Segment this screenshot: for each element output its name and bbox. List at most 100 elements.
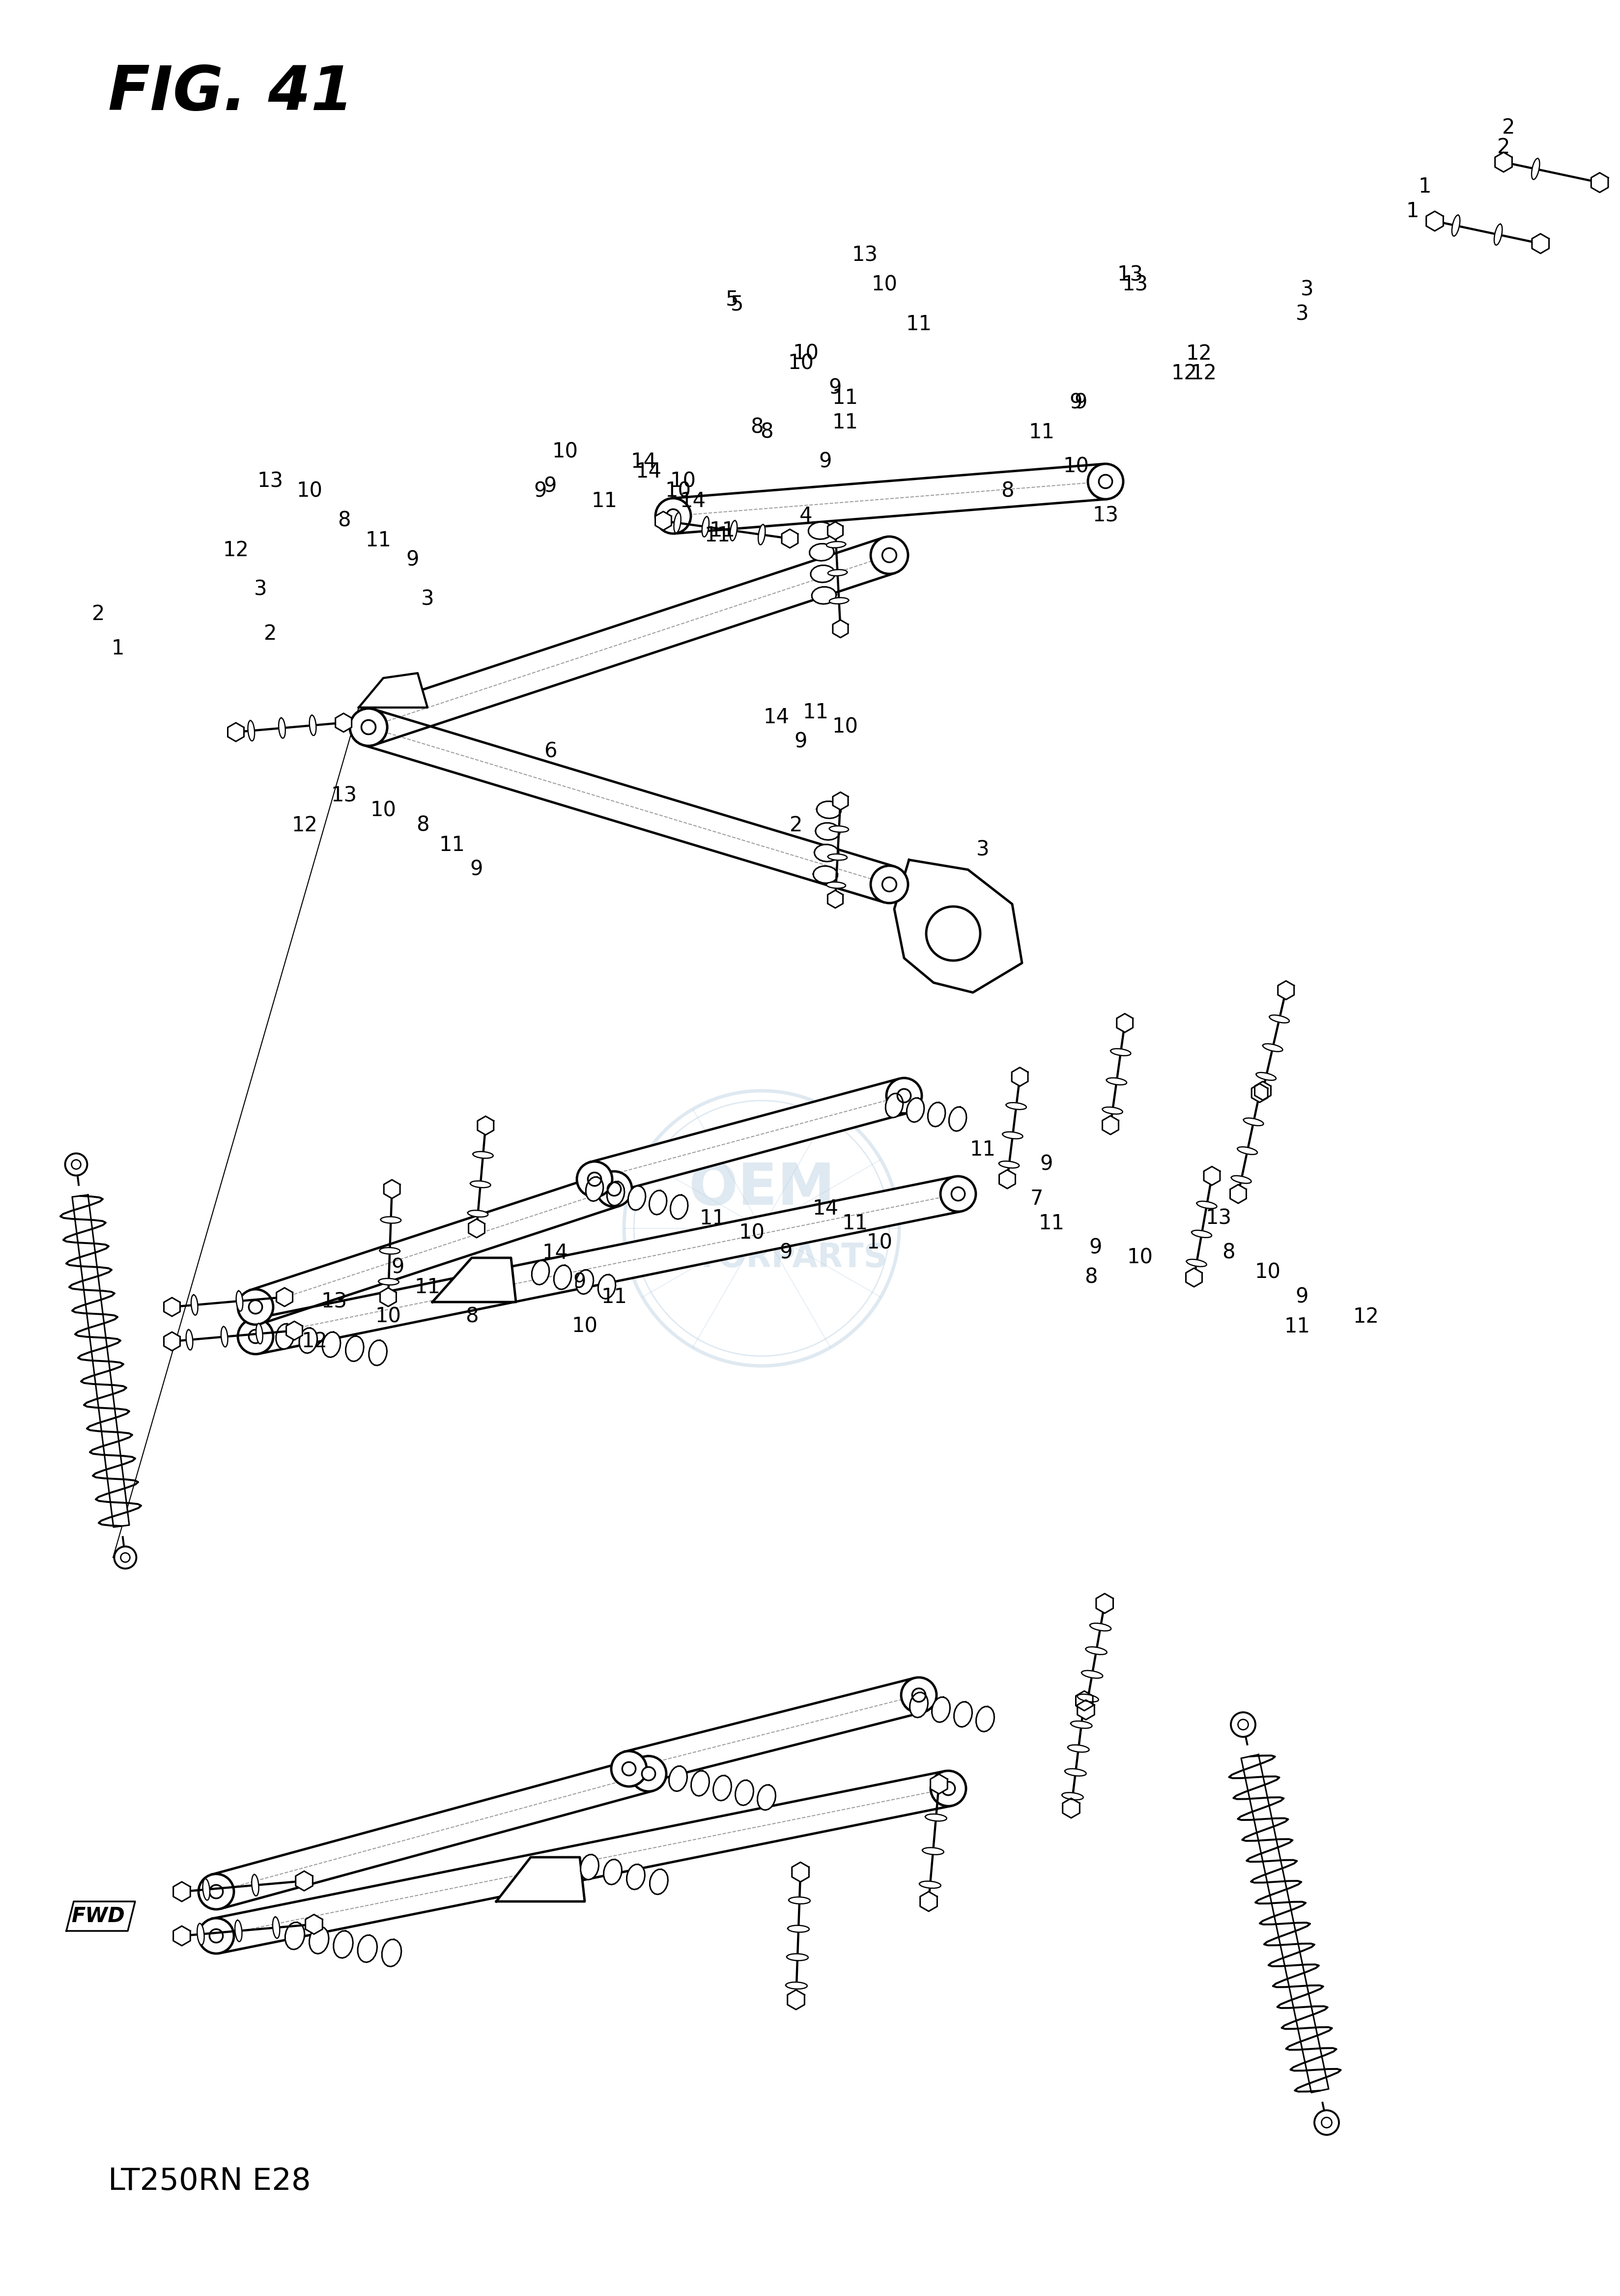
Text: 13: 13 — [1092, 505, 1118, 526]
Text: 10: 10 — [1254, 1263, 1281, 1283]
Text: 11: 11 — [970, 1139, 996, 1159]
Text: 10: 10 — [552, 441, 578, 461]
Text: 11: 11 — [601, 1286, 627, 1306]
Polygon shape — [886, 1093, 902, 1118]
Polygon shape — [1452, 216, 1460, 236]
Polygon shape — [1186, 1258, 1207, 1267]
Text: 5: 5 — [731, 294, 744, 315]
Polygon shape — [1270, 1015, 1290, 1022]
Polygon shape — [590, 1079, 909, 1196]
Polygon shape — [381, 1288, 397, 1306]
Circle shape — [115, 1548, 136, 1568]
Text: 13: 13 — [852, 246, 878, 266]
Text: 11: 11 — [710, 521, 735, 542]
Polygon shape — [810, 565, 834, 583]
Polygon shape — [598, 1274, 616, 1300]
Polygon shape — [1085, 1646, 1106, 1655]
Text: 14: 14 — [813, 1199, 839, 1219]
Polygon shape — [1077, 1694, 1098, 1701]
Polygon shape — [907, 1097, 923, 1123]
Text: 11: 11 — [591, 491, 617, 512]
Text: 9: 9 — [573, 1272, 586, 1293]
Polygon shape — [1426, 211, 1443, 232]
Circle shape — [209, 1929, 224, 1942]
Text: 13: 13 — [1118, 264, 1144, 285]
Text: 13: 13 — [258, 471, 283, 491]
Polygon shape — [810, 544, 834, 560]
Polygon shape — [1012, 1068, 1029, 1086]
Circle shape — [951, 1187, 966, 1201]
Circle shape — [1231, 1713, 1256, 1736]
Text: 9: 9 — [544, 475, 557, 496]
Polygon shape — [251, 1874, 259, 1896]
Text: 1: 1 — [1419, 177, 1432, 197]
Polygon shape — [932, 1697, 949, 1722]
Polygon shape — [335, 714, 352, 732]
Polygon shape — [629, 1187, 646, 1210]
Polygon shape — [782, 530, 799, 549]
Polygon shape — [1204, 1166, 1220, 1185]
Polygon shape — [815, 845, 839, 861]
Polygon shape — [1591, 172, 1609, 193]
Text: 9: 9 — [829, 379, 842, 400]
Polygon shape — [1256, 1072, 1277, 1081]
Polygon shape — [237, 1290, 243, 1311]
Polygon shape — [1262, 1045, 1283, 1052]
Polygon shape — [787, 1954, 808, 1961]
Polygon shape — [249, 1173, 620, 1325]
Text: 3: 3 — [421, 590, 434, 611]
Polygon shape — [828, 569, 847, 576]
Circle shape — [901, 1678, 936, 1713]
Polygon shape — [977, 1706, 995, 1731]
Polygon shape — [1186, 1267, 1202, 1286]
Text: 10: 10 — [671, 471, 697, 491]
Circle shape — [238, 1318, 274, 1355]
Polygon shape — [334, 1931, 353, 1958]
Text: 11: 11 — [1285, 1316, 1311, 1336]
Polygon shape — [826, 882, 846, 889]
Polygon shape — [829, 597, 849, 604]
Polygon shape — [363, 709, 894, 902]
Circle shape — [611, 1752, 646, 1786]
Text: 8: 8 — [465, 1306, 478, 1327]
Text: MOTORPARTS: MOTORPARTS — [635, 1242, 888, 1274]
Circle shape — [65, 1153, 87, 1176]
Text: 12: 12 — [1191, 363, 1217, 383]
Polygon shape — [275, 1325, 295, 1350]
Text: 10: 10 — [1128, 1247, 1153, 1267]
Polygon shape — [496, 1857, 585, 1901]
Text: 10: 10 — [666, 482, 692, 501]
Text: 8: 8 — [337, 510, 350, 530]
Circle shape — [577, 1162, 612, 1196]
Circle shape — [120, 1552, 130, 1561]
Text: 9: 9 — [407, 549, 420, 569]
Text: 8: 8 — [1084, 1267, 1097, 1288]
Circle shape — [897, 1088, 910, 1102]
Circle shape — [1238, 1720, 1249, 1729]
Polygon shape — [1192, 1231, 1212, 1238]
Polygon shape — [731, 521, 737, 542]
Polygon shape — [758, 523, 765, 544]
Text: 6: 6 — [544, 742, 557, 762]
Text: LT250RN E28: LT250RN E28 — [109, 2167, 311, 2197]
Polygon shape — [928, 1102, 946, 1127]
Polygon shape — [1071, 1722, 1092, 1729]
Text: 9: 9 — [1074, 393, 1087, 413]
Polygon shape — [1000, 1162, 1019, 1169]
Text: 10: 10 — [376, 1306, 402, 1327]
Polygon shape — [309, 1926, 329, 1954]
Text: 10: 10 — [792, 344, 818, 365]
Circle shape — [912, 1688, 925, 1701]
Polygon shape — [1256, 1081, 1270, 1100]
Polygon shape — [73, 1194, 130, 1527]
Circle shape — [941, 1176, 975, 1212]
Text: 2: 2 — [789, 815, 802, 836]
Text: 5: 5 — [726, 289, 739, 310]
Polygon shape — [164, 1332, 180, 1350]
Text: 2: 2 — [264, 625, 277, 645]
Text: 1: 1 — [1406, 202, 1419, 223]
Text: 9: 9 — [1040, 1155, 1053, 1176]
Text: 3: 3 — [1296, 303, 1309, 324]
Text: OEM: OEM — [688, 1162, 834, 1217]
Polygon shape — [212, 1770, 953, 1954]
